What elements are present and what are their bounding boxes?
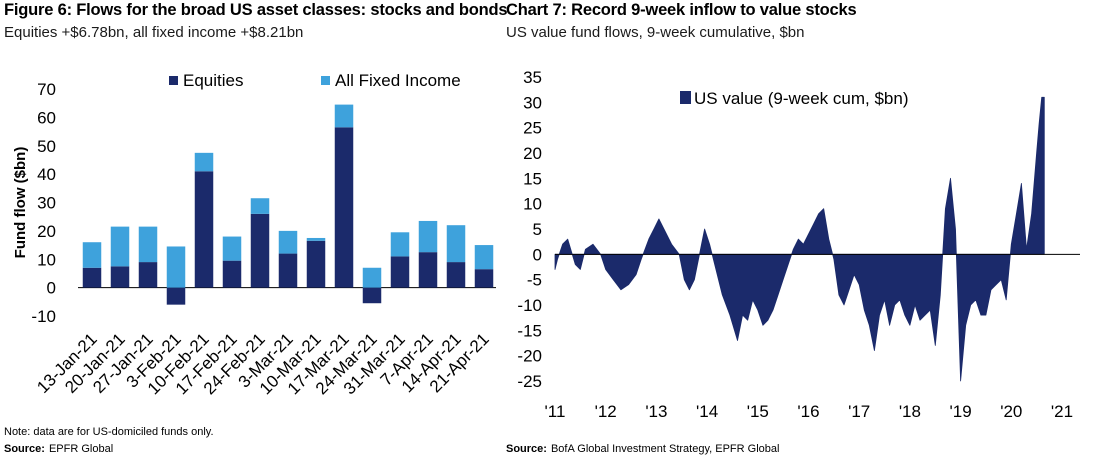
legend-swatch-us-value	[680, 91, 691, 104]
bar-fixed-income-14-Apr-21	[446, 225, 466, 263]
y-tick-label: 0	[533, 245, 542, 264]
bar-fixed-income-31-Mar-21	[390, 232, 410, 257]
legend-label-us-value: US value (9-week cum, $bn)	[694, 89, 908, 108]
x-tick-label: '21	[1051, 402, 1073, 421]
chart7-source-label: Source:	[506, 443, 547, 455]
legend-label-fixed-income: All Fixed Income	[335, 71, 461, 90]
chart7-panel: Chart 7: Record 9-week inflow to value s…	[506, 0, 1104, 466]
legend-label-equities: Equities	[183, 71, 243, 90]
bar-equities-13-Jan-21	[82, 267, 102, 288]
bar-equities-24-Feb-21	[250, 213, 270, 288]
y-tick-label: 70	[37, 80, 56, 99]
legend-swatch-equities	[169, 76, 178, 85]
figure6-legend: Equities All Fixed Income	[169, 71, 461, 90]
y-tick-label: -20	[517, 347, 542, 366]
y-tick-label: 35	[523, 68, 542, 87]
bar-fixed-income-10-Feb-21	[194, 152, 214, 172]
bar-equities-27-Jan-21	[138, 262, 158, 288]
y-tick-label: 0	[47, 279, 56, 298]
chart7-title: Chart 7: Record 9-week inflow to value s…	[506, 1, 857, 19]
bar-fixed-income-17-Feb-21	[222, 236, 242, 261]
bar-fixed-income-10-Mar-21	[306, 237, 326, 241]
x-tick-label: '13	[645, 402, 667, 421]
bar-fixed-income-27-Jan-21	[138, 226, 158, 263]
y-tick-label: -25	[517, 372, 542, 391]
y-tick-label: 5	[533, 220, 542, 239]
bar-fixed-income-24-Mar-21	[362, 267, 382, 288]
bar-equities-17-Mar-21	[334, 127, 354, 288]
chart7-source-text: BofA Global Investment Strategy, EPFR Gl…	[550, 443, 780, 455]
chart7-source: Source: BofA Global Investment Strategy, …	[506, 443, 779, 455]
bar-fixed-income-7-Apr-21	[418, 220, 438, 253]
figure6-title: Figure 6: Flows for the broad US asset c…	[4, 1, 508, 19]
y-tick-label: 30	[37, 194, 56, 213]
y-tick-label: 10	[37, 250, 56, 269]
y-tick-label: 10	[523, 195, 542, 214]
y-tick-label: 40	[37, 165, 56, 184]
bar-equities-10-Mar-21	[306, 240, 326, 288]
y-tick-label: -10	[517, 296, 542, 315]
y-tick-label: 50	[37, 137, 56, 156]
figure6-panel: Figure 6: Flows for the broad US asset c…	[0, 0, 508, 466]
y-tick-label: -10	[31, 307, 56, 326]
y-tick-label: 15	[523, 169, 542, 188]
bar-equities-21-Apr-21	[474, 269, 494, 288]
bar-fixed-income-3-Mar-21	[278, 230, 298, 254]
y-tick-label: -5	[527, 271, 542, 290]
area-us-value	[554, 96, 1045, 382]
y-tick-label: 60	[37, 108, 56, 127]
figure6-subtitle: Equities +$6.78bn, all fixed income +$8.…	[4, 24, 304, 41]
figure6-source-text: EPFR Global	[48, 443, 114, 455]
bar-equities-7-Apr-21	[418, 252, 438, 288]
x-tick-label: '20	[1000, 402, 1022, 421]
bar-fixed-income-3-Feb-21	[166, 246, 186, 288]
y-tick-label: 20	[523, 144, 542, 163]
bar-equities-24-Mar-21	[362, 287, 382, 304]
chart7-subtitle: US value fund flows, 9-week cumulative, …	[506, 24, 805, 41]
figure6-note: Note: data are for US-domiciled funds on…	[4, 426, 214, 438]
x-tick-label: '16	[797, 402, 819, 421]
bar-equities-3-Mar-21	[278, 253, 298, 288]
y-tick-label: 30	[523, 93, 542, 112]
x-tick-label: '14	[696, 402, 718, 421]
x-tick-label: '18	[899, 402, 921, 421]
y-tick-label: -15	[517, 321, 542, 340]
bar-fixed-income-17-Mar-21	[334, 104, 354, 128]
x-tick-label: '17	[848, 402, 870, 421]
figure6-source-label: Source:	[4, 443, 45, 455]
x-tick-label: '19	[950, 402, 972, 421]
bar-equities-20-Jan-21	[110, 266, 130, 288]
bar-equities-10-Feb-21	[194, 171, 214, 288]
legend-swatch-fixed-income	[321, 76, 330, 85]
x-tick-label: '11	[545, 402, 566, 421]
bar-fixed-income-13-Jan-21	[82, 242, 102, 268]
bar-equities-31-Mar-21	[390, 256, 410, 288]
x-tick-label: '15	[747, 402, 769, 421]
bar-equities-17-Feb-21	[222, 260, 242, 288]
bar-fixed-income-24-Feb-21	[250, 198, 270, 214]
bar-equities-14-Apr-21	[446, 262, 466, 288]
y-tick-label: 25	[523, 119, 542, 138]
x-tick-label: '12	[595, 402, 617, 421]
bar-fixed-income-21-Apr-21	[474, 245, 494, 270]
figure6-source: Source: EPFR Global	[4, 443, 113, 455]
bar-equities-3-Feb-21	[166, 287, 186, 305]
y-tick-label: 20	[37, 222, 56, 241]
chart7-chart: -25 -20 -15 -10 -5 0 5 10 15 20 25 30 35 '11 '12 '13 '14…	[517, 68, 1080, 421]
chart7-legend: US value (9-week cum, $bn)	[680, 89, 908, 108]
y-axis-title: Fund flow ($bn)	[12, 147, 29, 259]
bar-fixed-income-20-Jan-21	[110, 226, 130, 267]
